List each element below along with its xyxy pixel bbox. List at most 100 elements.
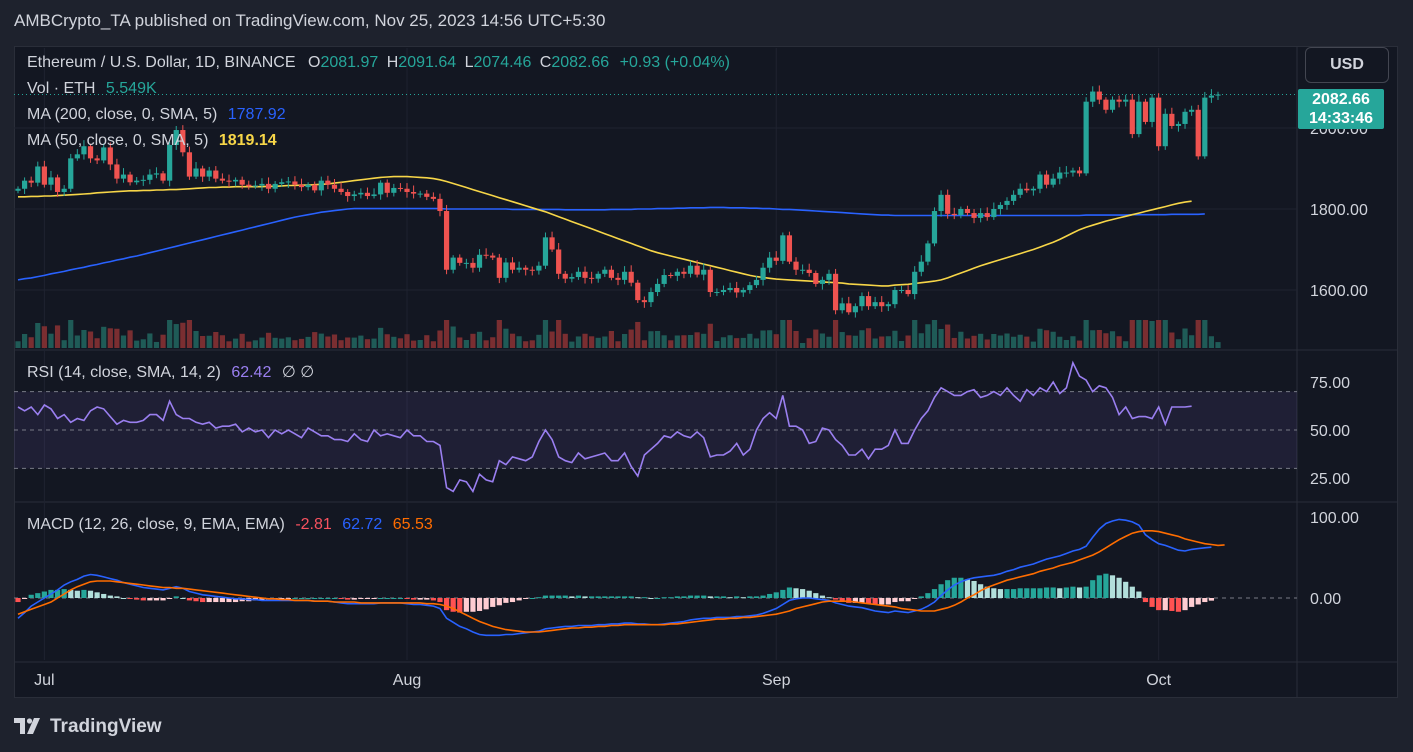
candle-body (384, 182, 390, 193)
x-tick-label: Aug (393, 672, 421, 689)
volume-bar (331, 334, 338, 348)
ma200-label[interactable]: MA (200, close, 0, SMA, 5) (27, 106, 218, 123)
macd-histogram-bar (648, 598, 654, 599)
candle-body (701, 269, 707, 275)
volume-bar (654, 331, 661, 348)
candle-body (114, 164, 120, 179)
macd-histogram-bar (621, 596, 628, 598)
volume-bar (1208, 336, 1215, 348)
volume-value: 5.549K (105, 80, 157, 97)
low-label: L (464, 54, 474, 71)
macd-histogram-bar (529, 598, 535, 599)
candle-body (562, 273, 568, 279)
macd-histogram-bar (925, 593, 931, 598)
macd-signal-value: 65.53 (392, 516, 433, 533)
volume-bar (852, 335, 858, 348)
candle-body (832, 273, 839, 311)
macd-histogram-bar (193, 598, 199, 602)
candle-body (371, 194, 377, 197)
macd-histogram-bar (384, 598, 390, 599)
macd-histogram-bar (312, 598, 318, 599)
volume-bar (918, 333, 924, 348)
macd-histogram-bar (1096, 575, 1102, 598)
macd-histogram-bar (1030, 588, 1036, 598)
macd-histogram-bar (318, 598, 324, 599)
candle-body (595, 273, 601, 279)
volume-bar (1123, 341, 1129, 348)
volume-bar (523, 341, 529, 348)
macd-line (17, 518, 1212, 637)
volume-bar (938, 329, 944, 348)
publish-attribution: AMBCrypto_TA published on TradingView.co… (14, 11, 606, 30)
macd-histogram-bar (180, 598, 186, 599)
volume-bar (964, 338, 971, 348)
ma50-label[interactable]: MA (50, close, 0, SMA, 5) (27, 132, 209, 149)
candle-body (186, 152, 193, 177)
macd-histogram-bar (865, 598, 872, 604)
volume-bar (892, 330, 898, 348)
macd-histogram-bar (931, 589, 938, 598)
macd-histogram-bar (832, 598, 839, 600)
volume-label[interactable]: Vol · ETH (27, 80, 96, 97)
volume-bar (358, 335, 364, 348)
candle-body (536, 265, 542, 271)
macd-histogram-bar (938, 584, 944, 598)
candles (15, 85, 1221, 318)
macd-histogram-bar (450, 598, 456, 612)
macd-histogram-bar (1189, 598, 1195, 607)
close-label: C (539, 54, 552, 71)
macd-histogram-bar (338, 598, 344, 599)
volume-bar (443, 320, 450, 348)
candle-body (325, 180, 331, 185)
macd-histogram-bar (1182, 598, 1188, 611)
symbol-title[interactable]: Ethereum / U.S. Dollar, 1D, BINANCE (27, 54, 296, 71)
candle-body (727, 287, 733, 290)
volume-bar (147, 333, 153, 348)
candle-body (687, 265, 694, 274)
macd-histogram-bar (608, 596, 615, 598)
volume-bar (1076, 340, 1083, 348)
volume-bar (1011, 336, 1017, 348)
volume-bar (411, 340, 417, 348)
candle-body (140, 179, 146, 181)
candle-body (1043, 174, 1050, 185)
volume-bar (1149, 321, 1155, 348)
volume-bar (338, 340, 344, 348)
macd-histogram-bar (589, 596, 595, 598)
volume-bar (54, 325, 61, 348)
candle-body (1090, 91, 1096, 102)
volume-bar (28, 337, 34, 348)
macd-histogram-bar (232, 598, 239, 603)
macd-label[interactable]: MACD (12, 26, close, 9, EMA, EMA) (27, 516, 285, 533)
tradingview-brand[interactable]: TradingView (50, 716, 162, 737)
volume-bar (325, 336, 331, 348)
volume-bar (41, 326, 47, 348)
rsi-legend: RSI (14, close, SMA, 14, 2) 62.42 ∅ ∅ (27, 362, 314, 382)
candle-body (1037, 174, 1043, 189)
chart-frame[interactable] (14, 46, 1398, 698)
volume-bar (529, 340, 535, 348)
volume-bar (885, 336, 891, 348)
macd-histogram-bar (285, 598, 291, 599)
macd-histogram-bar (1129, 586, 1135, 598)
macd-histogram-bar (707, 596, 713, 598)
volume-bar (430, 341, 436, 348)
candle-body (358, 192, 364, 195)
macd-histogram-bar (826, 597, 832, 599)
tradingview-logo-icon[interactable] (14, 716, 44, 736)
candle-body (668, 275, 674, 277)
volume-bar (701, 333, 707, 348)
macd-histogram-bar (1090, 580, 1096, 598)
volume-bar (153, 341, 160, 348)
volume-bar (839, 332, 845, 348)
volume-bar (1195, 320, 1201, 348)
volume-bar (312, 332, 318, 348)
currency-button[interactable]: USD (1305, 47, 1389, 83)
volume-bar (859, 330, 865, 348)
candle-body (786, 235, 793, 262)
rsi-label[interactable]: RSI (14, close, SMA, 14, 2) (27, 364, 221, 381)
volume-bar (589, 336, 595, 348)
volume-bar (1017, 334, 1023, 348)
macd-histogram-bar (94, 592, 100, 598)
